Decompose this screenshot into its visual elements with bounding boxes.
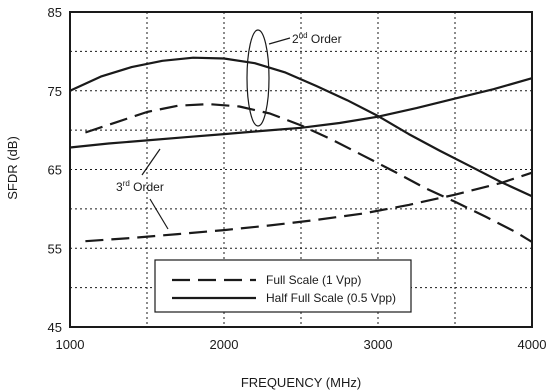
series-line-3rd-solid xyxy=(69,77,533,149)
annotation-2nd-order-text: Order xyxy=(308,32,342,46)
series-line-2nd-dashed xyxy=(85,103,533,243)
annotation-2nd-order-ellipse xyxy=(246,29,270,127)
annotation-2nd-order-leader xyxy=(268,37,291,45)
x-tick-label-4000: 4000 xyxy=(518,337,547,352)
y-axis-label: SFDR (dB) xyxy=(5,136,20,200)
x-tick-label-3000: 3000 xyxy=(364,337,393,352)
legend-label-half-full-scale: Half Full Scale (0.5 Vpp) xyxy=(266,291,396,305)
x-axis-label: FREQUENCY (MHz) xyxy=(241,375,361,390)
annotation-3rd-order-num: 3 xyxy=(116,180,123,194)
legend-label-full-scale: Full Scale (1 Vpp) xyxy=(266,273,361,287)
x-tick-label-1000: 1000 xyxy=(56,337,85,352)
y-tick-label-45: 45 xyxy=(48,320,62,335)
tick-layer: 1000 2000 3000 4000 45 55 65 75 85 xyxy=(48,5,547,352)
legend: Full Scale (1 Vpp) Half Full Scale (0.5 … xyxy=(154,259,412,313)
annotation-2nd-order-label: 2nd Order xyxy=(292,31,342,46)
series-line-2nd-solid xyxy=(69,56,533,198)
y-tick-label-55: 55 xyxy=(48,241,62,256)
y-tick-label-75: 75 xyxy=(48,84,62,99)
annotation-3rd-order-label: 3rd Order xyxy=(116,179,164,194)
plot-frame xyxy=(69,11,533,328)
series-layer xyxy=(69,56,533,243)
y-tick-label-85: 85 xyxy=(48,5,62,20)
annotation-3rd-order-leader-top xyxy=(141,148,161,176)
annotation-2nd-order-sup: nd xyxy=(299,31,308,40)
annotation-3rd-order-text: Order xyxy=(130,180,164,194)
annotation-3rd-order-leader-bottom xyxy=(149,198,169,230)
annotation-3rd-order: 3rd Order xyxy=(116,148,169,230)
annotation-3rd-order-sup: rd xyxy=(123,179,130,188)
x-tick-label-2000: 2000 xyxy=(210,337,239,352)
annotation-2nd-order-num: 2 xyxy=(292,32,299,46)
annotation-2nd-order: 2nd Order xyxy=(246,29,342,127)
legend-box xyxy=(154,259,412,313)
grid-lines xyxy=(70,12,532,327)
y-tick-label-65: 65 xyxy=(48,163,62,178)
